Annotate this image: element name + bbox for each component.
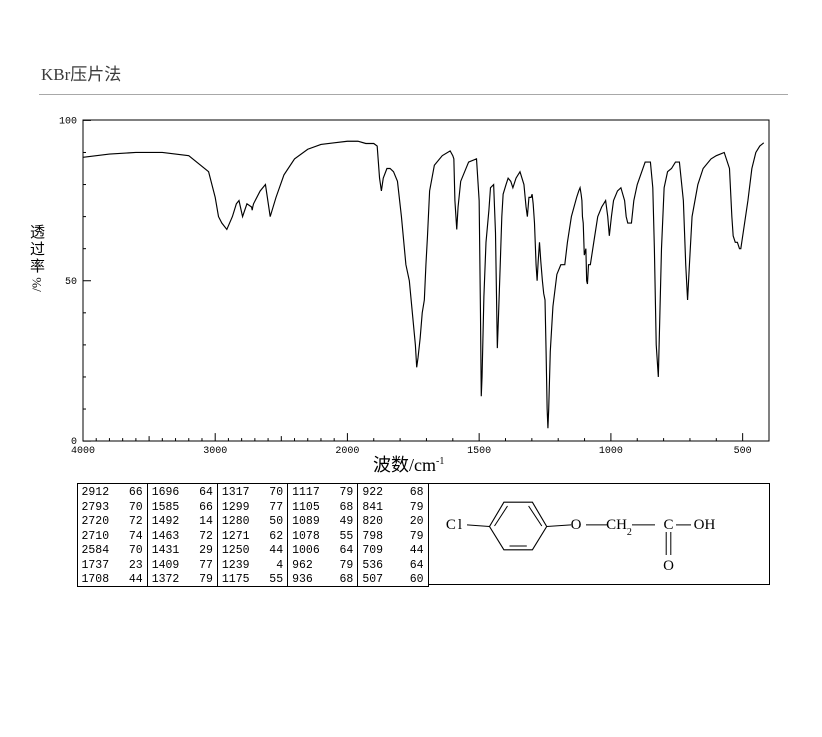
svg-text:100: 100 bbox=[59, 116, 77, 127]
svg-text:2000: 2000 bbox=[335, 446, 359, 457]
svg-text:C: C bbox=[663, 517, 673, 533]
svg-text:3000: 3000 bbox=[203, 446, 227, 457]
svg-text:1000: 1000 bbox=[599, 446, 623, 457]
svg-text:O: O bbox=[663, 558, 674, 574]
svg-text:O: O bbox=[571, 517, 582, 533]
svg-text:Cl: Cl bbox=[446, 517, 462, 533]
svg-text:OH: OH bbox=[694, 517, 716, 533]
svg-text:50: 50 bbox=[65, 277, 77, 288]
svg-text:1500: 1500 bbox=[467, 446, 491, 457]
svg-text:CH2: CH2 bbox=[606, 517, 632, 538]
svg-text:0: 0 bbox=[71, 437, 77, 448]
svg-text:500: 500 bbox=[734, 446, 752, 457]
